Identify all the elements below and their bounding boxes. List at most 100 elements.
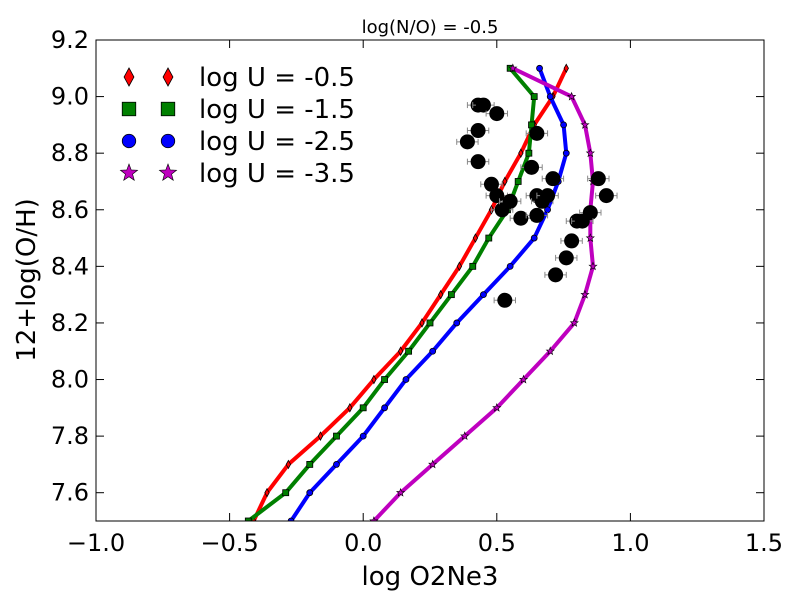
obs-point-27 [497,292,513,308]
series-4-point-16 [566,91,577,101]
series-1-point-5 [347,402,353,413]
series-2-point-6 [381,376,388,383]
series-3-point-10 [506,262,514,270]
y-tick-label-6: 8.6 [51,196,89,224]
y-tick-label-4: 8.2 [51,309,89,337]
obs-point-5 [459,134,475,150]
legend-marker-a-2 [121,101,137,117]
legend-marker-b-2 [160,101,176,117]
obs-point-10 [545,171,561,187]
series-4-point-4 [460,431,470,441]
legend-label-2: log U = -1.5 [199,95,355,125]
series-4-point-17 [508,63,518,73]
series-1-point-3 [285,459,292,470]
series-3-point-8 [453,319,461,327]
series-2-point-9 [447,291,455,299]
series-4-point-3 [428,459,438,469]
obs-point-20 [598,188,614,204]
series-2-point-3 [306,461,314,468]
y-tick-label-9: 9.2 [51,26,89,54]
series-1-point-8 [419,318,425,328]
series-1-point-6 [371,374,377,385]
legend-marker-b-3 [160,133,176,149]
obs-point-9 [524,159,540,175]
y-axis-label: 12+log(O/H) [12,198,42,362]
series-3-point-5 [381,404,388,412]
obs-point-6 [470,154,486,170]
legend-marker-a-4 [119,163,139,181]
series-3-point-11 [530,234,538,242]
y-tick-label-2: 7.8 [51,422,89,450]
x-axis-label: log O2Ne3 [362,562,499,592]
obs-point-4 [470,123,486,139]
x-tick-label-6: 1.5 [745,529,783,557]
series-2-point-7 [405,347,413,355]
series-2-point-15 [528,121,535,129]
series-3-point-14 [562,149,570,157]
series-3-point-3 [333,461,340,468]
series-3-point-9 [480,291,487,299]
series-3-point-16 [546,93,554,100]
series-2-point-16 [530,93,538,100]
plot-frame [95,39,765,522]
series-2-point-14 [525,149,533,157]
series-3-point-6 [402,376,410,383]
obs-point-25 [558,250,574,266]
x-tick-label-5: 1.0 [611,529,649,557]
series-4-point-2 [395,487,406,497]
obs-point-23 [574,213,590,229]
series-1-point-13 [502,176,508,187]
series-4-point-10 [588,261,598,271]
series-2-point-5 [359,404,367,412]
series-2-point-2 [282,489,290,497]
series-2-point-13 [514,178,522,185]
obs-point-18 [529,207,545,223]
legend-label-1: log U = -0.5 [199,63,355,93]
series-1-point-9 [438,289,444,300]
obs-point-11 [489,188,505,204]
obs-point-17 [540,188,556,204]
obs-point-14 [513,210,529,226]
y-tick-label-5: 8.4 [51,252,89,280]
series-4-point-5 [492,402,502,412]
series-2-point-4 [333,432,340,440]
obs-point-2 [475,97,491,113]
obs-point-26 [548,267,564,283]
legend-label-3: log U = -2.5 [199,127,355,157]
legend-marker-a-1 [123,67,135,87]
x-tick-label-4: 0.5 [478,529,516,557]
obs-point-24 [564,233,580,249]
series-4-point-15 [580,120,590,129]
x-tick-label-2: −0.5 [200,529,258,557]
series-4-point-9 [580,289,590,299]
series-1-point-4 [317,431,324,441]
y-tick-label-8: 9.0 [51,83,89,111]
x-tick-label-3: 0.0 [344,529,382,557]
series-4-point-1 [369,516,379,521]
series-4-point-6 [518,374,529,384]
series-1-point-7 [397,346,404,357]
series-1-point-10 [456,261,463,272]
series-2-point-10 [469,262,477,270]
y-tick-label-7: 8.8 [51,139,89,167]
series-2-point-11 [485,234,493,242]
series-3-point-4 [359,432,367,440]
obs-point-7 [529,125,545,141]
obs-point-3 [489,106,505,122]
series-4-point-14 [585,148,595,158]
legend-label-4: log U = -3.5 [199,159,355,189]
series-4-point-8 [569,318,579,327]
series-4-point-7 [545,346,555,356]
series-2-point-8 [426,319,434,327]
series-1-point-11 [472,233,479,243]
chart-title: log(N/O) = -0.5 [362,17,499,38]
series-3-point-7 [429,347,437,355]
series-1-point-14 [518,148,524,159]
y-tick-label-3: 8.0 [51,366,89,394]
series-3-point-17 [536,64,543,72]
series-3-point-1 [287,517,295,521]
series-3-point-2 [306,489,314,497]
